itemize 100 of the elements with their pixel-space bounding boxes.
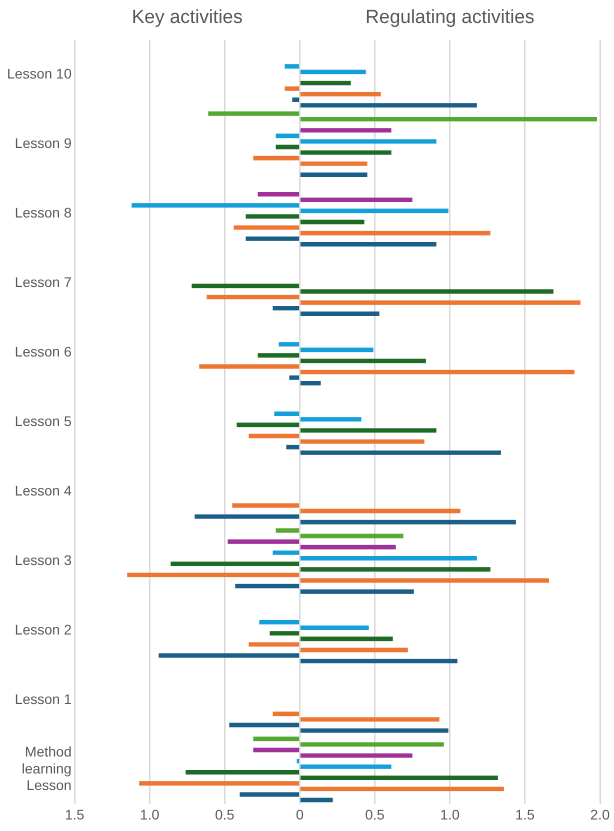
bar [300,139,436,144]
x-tick-label: 2.0 [590,806,610,822]
bar [272,550,300,555]
bar [284,64,300,69]
x-tick-label: 1.0 [140,806,160,822]
bar [300,300,580,305]
bar [300,508,460,514]
bar [300,312,380,316]
bar [258,353,300,358]
bar [300,556,477,560]
bar [300,80,351,86]
text: Key activities [132,7,243,28]
bar [300,520,516,524]
bar [286,444,300,450]
bar [300,348,374,352]
bar [300,578,549,583]
bar [300,358,426,364]
bar [248,434,300,438]
bar [300,728,448,733]
y-tick-label: Lesson 3 [14,552,72,568]
bar [139,781,300,786]
x-tick-label: 0.5 [365,806,385,822]
y-tick-label: Lesson 4 [14,482,72,498]
bar [300,116,597,122]
bar [296,758,300,764]
bar [300,172,368,177]
bar [300,70,366,74]
bar [236,422,300,428]
bar [194,514,300,519]
bar [300,658,458,664]
bar [132,203,300,208]
bar [229,722,300,728]
bar [300,103,477,108]
bar [208,111,300,116]
bar [228,539,300,544]
y-tick-label: Lesson 1 [14,690,72,707]
bar [246,214,300,219]
bar [300,742,444,747]
bar [272,712,300,716]
y-tick-label: Lesson 2 [14,621,72,638]
bar [300,417,362,422]
bar [300,128,392,133]
bar [300,230,490,236]
bar [253,736,300,742]
bar [300,567,490,572]
bar [272,306,300,310]
x-tick-label: 0.5 [214,806,235,822]
bar [300,798,333,802]
bar [300,534,404,538]
bar [276,134,300,138]
bar [270,631,300,636]
bar [300,589,414,594]
bar [170,562,300,566]
bar [158,653,300,658]
x-tick-label: 0 [296,806,304,822]
bar [248,642,300,647]
bar [235,584,300,588]
bar [300,220,364,224]
bar [300,648,408,652]
bar [127,572,300,578]
y-tick-label: Method learning Lesson [22,744,72,794]
bar [253,156,300,160]
x-tick-label: 1.0 [440,806,460,822]
bar [300,208,448,214]
bar [300,776,498,780]
text: Regulating activities [365,7,534,28]
bar [300,450,501,455]
bar [300,428,436,433]
bar [234,225,300,230]
y-tick-label: Lesson 6 [14,343,72,360]
bar [253,748,300,752]
bar [246,236,300,241]
bar [300,636,393,642]
bar [300,380,321,386]
bar [300,198,412,202]
x-tick-label: 1.5 [64,806,85,822]
x-tick-label: 1.5 [515,806,535,822]
bar [300,717,440,722]
bar [278,342,300,347]
bar [206,294,300,300]
bar [300,242,436,246]
bar [192,284,300,288]
bar [259,620,300,624]
y-tick-label: Lesson 5 [14,412,72,429]
bar [300,370,574,374]
bar [240,792,300,797]
bar [258,192,300,196]
y-tick-label: Lesson 9 [14,135,72,152]
bar [199,364,300,369]
bar [300,161,368,166]
bar [300,289,554,294]
y-tick-label: Lesson 10 [6,66,72,82]
bar [300,753,412,758]
bar [300,544,396,550]
bar [300,786,504,792]
bar [232,503,300,508]
bar [292,98,300,102]
bar [300,150,392,155]
bar [284,86,300,91]
bar [300,439,424,444]
